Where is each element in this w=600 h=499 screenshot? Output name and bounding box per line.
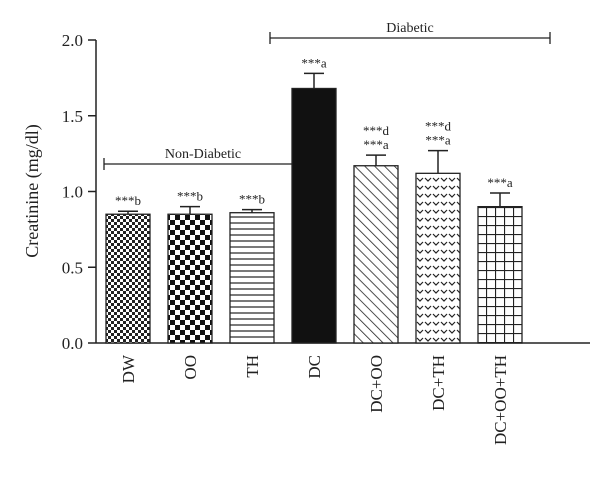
significance-label: ***b <box>115 193 141 208</box>
bars <box>105 87 523 344</box>
category-labels: DW OO TH DC DC+OO DC+TH DC+OO+TH <box>119 354 510 445</box>
significance-label: ***d <box>425 119 452 134</box>
y-tick-label: 1.5 <box>62 107 83 126</box>
x-category-label: DC+OO+TH <box>491 355 510 445</box>
y-tick-label: 0.0 <box>62 334 83 353</box>
significance-label: ***a <box>301 55 327 70</box>
significance-label: ***a <box>425 133 451 148</box>
error-bars <box>118 72 510 215</box>
x-category-label: DW <box>119 354 138 383</box>
significance-label: ***b <box>177 189 203 204</box>
x-category-label: DC+TH <box>429 355 448 411</box>
significance-label: ***d <box>363 123 390 138</box>
bar <box>415 172 461 344</box>
bar <box>229 212 275 344</box>
y-axis-title: Creatinine (mg/dl) <box>22 124 43 257</box>
x-category-label: DC <box>305 355 324 379</box>
x-category-label: TH <box>243 355 262 378</box>
group-label: Diabetic <box>386 21 433 36</box>
bar <box>167 213 213 344</box>
significance-labels: ***b ***b ***b***a***d***a***d***a***a <box>115 55 513 208</box>
bar <box>105 213 151 344</box>
significance-label: ***b <box>239 192 265 207</box>
y-tick-label: 2.0 <box>62 31 83 50</box>
x-category-label: DC+OO <box>367 355 386 413</box>
y-tick-label: 0.5 <box>62 258 83 277</box>
x-category-label: OO <box>181 355 200 380</box>
significance-label: ***a <box>487 175 513 190</box>
bar <box>291 87 337 344</box>
group-brackets: Non-Diabetic Diabetic <box>103 21 551 170</box>
significance-label: ***a <box>363 137 389 152</box>
bar <box>477 205 523 344</box>
bar <box>353 165 399 344</box>
group-label: Non-Diabetic <box>165 147 241 162</box>
y-ticks: 0.0 0.5 1.0 1.5 2.0 <box>62 31 96 353</box>
y-tick-label: 1.0 <box>62 183 83 202</box>
